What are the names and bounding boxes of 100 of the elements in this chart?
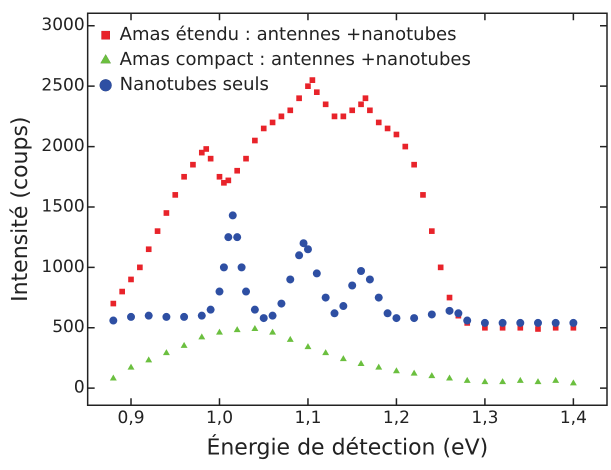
point bbox=[287, 107, 294, 114]
point bbox=[552, 376, 560, 383]
point bbox=[428, 372, 436, 378]
point bbox=[128, 276, 134, 282]
point bbox=[127, 312, 136, 321]
x-tick-label: 0,9 bbox=[117, 408, 145, 428]
point bbox=[384, 126, 390, 132]
point bbox=[310, 77, 316, 83]
point bbox=[146, 246, 152, 252]
point bbox=[384, 309, 392, 318]
point bbox=[226, 178, 232, 184]
point bbox=[498, 318, 507, 327]
point bbox=[410, 370, 418, 376]
point bbox=[172, 192, 178, 198]
point bbox=[198, 333, 206, 340]
point bbox=[208, 156, 214, 162]
x-tick-label: 1,4 bbox=[560, 408, 587, 428]
point bbox=[362, 95, 368, 102]
point bbox=[454, 309, 462, 318]
point bbox=[162, 349, 170, 356]
point bbox=[402, 144, 408, 150]
y-axis-title: Intensité (coups) bbox=[8, 116, 33, 302]
point bbox=[349, 107, 356, 114]
point bbox=[322, 294, 330, 302]
x-tick-label: 1,2 bbox=[382, 408, 410, 428]
point bbox=[374, 294, 383, 302]
x-axis-title: Énergie de détection (eV) bbox=[206, 434, 488, 461]
point bbox=[392, 367, 400, 374]
point bbox=[110, 300, 116, 306]
point bbox=[358, 101, 364, 108]
point bbox=[286, 336, 294, 342]
y-tick-label: 3000 bbox=[41, 15, 85, 36]
point bbox=[464, 376, 471, 383]
point bbox=[339, 302, 348, 310]
point bbox=[180, 312, 188, 321]
point bbox=[446, 306, 454, 315]
point bbox=[516, 318, 524, 327]
legend-label: Nanotubes seuls bbox=[120, 74, 269, 95]
point bbox=[410, 314, 418, 322]
y-tick-label: 0 bbox=[74, 378, 85, 398]
point bbox=[446, 294, 452, 300]
point bbox=[358, 360, 365, 366]
point bbox=[250, 306, 259, 314]
point bbox=[314, 89, 320, 96]
point bbox=[480, 318, 489, 327]
point bbox=[128, 364, 134, 370]
point bbox=[164, 210, 170, 216]
point bbox=[534, 378, 542, 384]
point bbox=[411, 162, 417, 168]
point bbox=[277, 300, 286, 308]
point bbox=[181, 174, 187, 180]
point bbox=[428, 310, 436, 318]
point bbox=[463, 316, 472, 325]
point bbox=[420, 192, 426, 198]
point bbox=[215, 288, 224, 296]
legend-label: Amas compact : antennes +nanotubes bbox=[120, 48, 471, 70]
point bbox=[238, 263, 246, 272]
point bbox=[322, 101, 328, 108]
point bbox=[233, 233, 242, 242]
point bbox=[312, 269, 321, 278]
point bbox=[252, 138, 258, 144]
point bbox=[154, 228, 160, 234]
point bbox=[392, 314, 400, 322]
x-tick-label: 1,0 bbox=[206, 408, 234, 428]
point bbox=[394, 132, 400, 138]
point bbox=[499, 378, 506, 384]
point bbox=[206, 306, 215, 314]
y-tick-label: 1000 bbox=[41, 256, 85, 277]
point bbox=[190, 162, 196, 168]
point bbox=[375, 364, 382, 370]
point bbox=[137, 264, 143, 270]
point bbox=[348, 281, 356, 290]
point bbox=[428, 228, 435, 234]
point bbox=[376, 120, 382, 126]
point bbox=[224, 233, 232, 242]
point bbox=[110, 374, 117, 381]
point bbox=[220, 263, 228, 272]
point bbox=[534, 318, 542, 327]
point bbox=[357, 266, 366, 275]
point bbox=[516, 376, 524, 383]
point bbox=[340, 355, 347, 362]
point bbox=[366, 275, 374, 284]
point bbox=[446, 374, 453, 381]
point bbox=[286, 275, 294, 284]
point bbox=[330, 309, 339, 318]
point bbox=[535, 326, 541, 332]
y-tick-label: 1500 bbox=[41, 196, 85, 216]
point bbox=[300, 239, 308, 248]
point bbox=[144, 312, 153, 320]
point bbox=[243, 156, 249, 162]
point bbox=[367, 107, 373, 114]
point bbox=[216, 328, 223, 335]
point bbox=[203, 146, 210, 152]
point bbox=[180, 342, 188, 348]
point bbox=[322, 349, 330, 356]
point bbox=[119, 288, 125, 294]
point bbox=[270, 120, 276, 126]
x-tick-label: 1,3 bbox=[471, 408, 498, 428]
point bbox=[278, 114, 284, 120]
point bbox=[260, 126, 267, 132]
